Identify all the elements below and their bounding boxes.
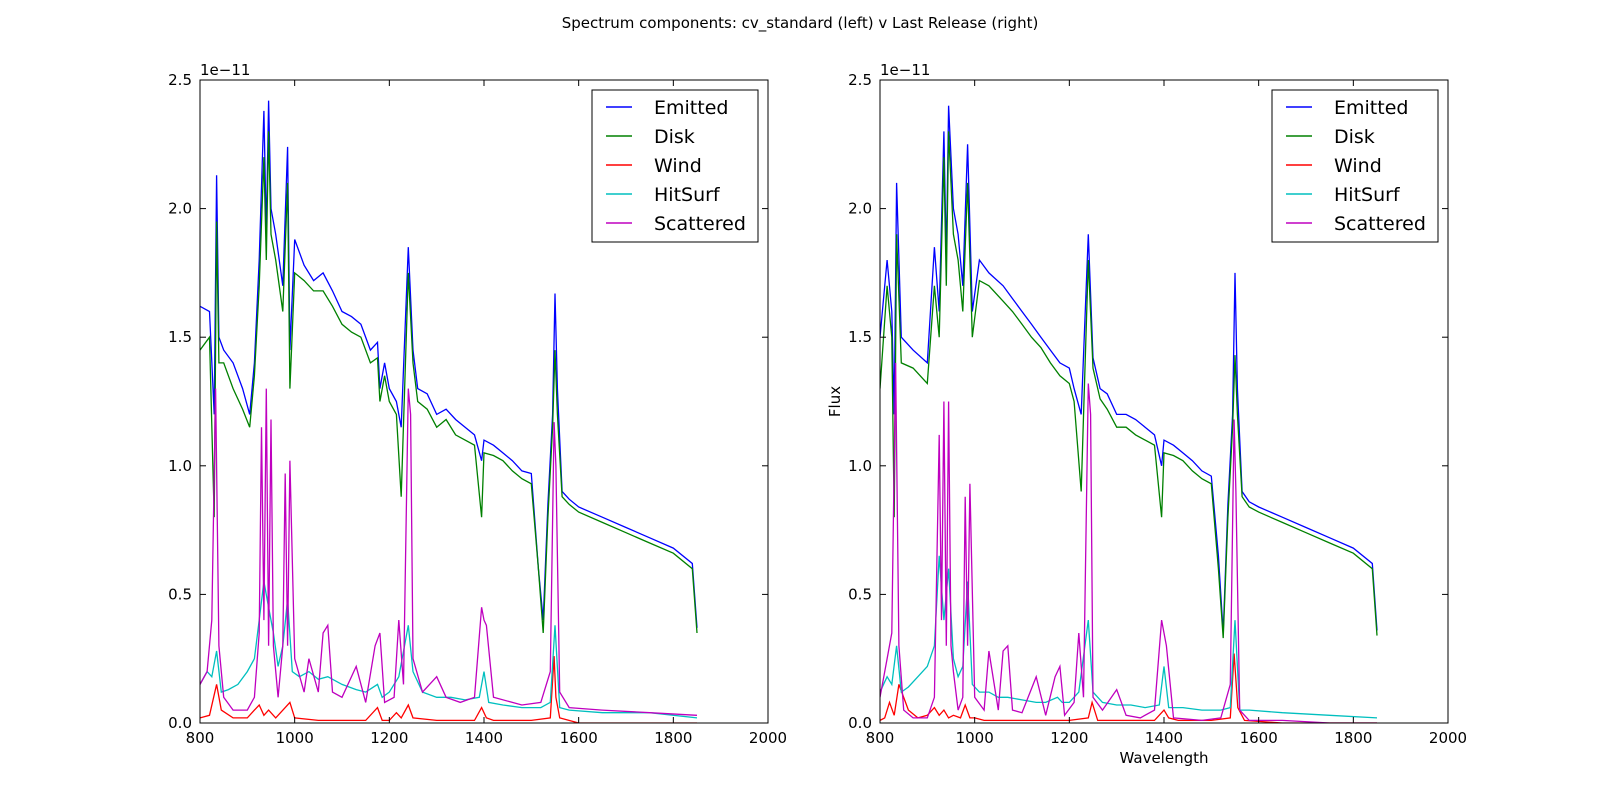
y-offset-label: 1e−11 <box>880 61 930 79</box>
x-tick-label: 1600 <box>1240 729 1278 747</box>
legend: Emitted Disk Wind HitSurf Scattered <box>1271 89 1439 243</box>
legend-label-hitsurf: HitSurf <box>654 184 721 206</box>
x-tick-label: 1400 <box>1145 729 1183 747</box>
y-tick-label: 0.5 <box>168 585 192 603</box>
series-line-disk <box>880 131 1378 639</box>
x-tick-label: 1800 <box>1334 729 1372 747</box>
x-tick-label: 2000 <box>1429 729 1467 747</box>
plot-area <box>880 105 1378 723</box>
series-line-emitted <box>880 105 1378 634</box>
right-panel: 800 1000 1200 1400 1600 1800 2000 0.0 0.5 1.0 1.5 2… <box>826 61 1467 767</box>
legend-label-hitsurf: HitSurf <box>1334 184 1401 206</box>
x-tick-label: 800 <box>866 729 895 747</box>
y-tick-label: 2.0 <box>168 200 192 218</box>
series-line-emitted <box>200 100 698 628</box>
legend-label-wind: Wind <box>1334 155 1382 177</box>
legend-label-disk: Disk <box>654 126 695 148</box>
series-line-hitsurf <box>200 581 698 719</box>
legend-label-scattered: Scattered <box>654 213 746 235</box>
x-tick-label: 1000 <box>276 729 314 747</box>
y-tick-label: 1.0 <box>848 457 872 475</box>
left-panel: 800 1000 1200 1400 1600 1800 2000 0.0 0.5 1.0 1.5 2… <box>168 61 787 747</box>
x-tick-label: 2000 <box>749 729 787 747</box>
y-tick-label: 2.5 <box>168 71 192 89</box>
x-tick-label: 800 <box>186 729 215 747</box>
y-offset-label: 1e−11 <box>200 61 250 79</box>
series-line-wind <box>880 653 1377 723</box>
x-tick-label: 1800 <box>654 729 692 747</box>
y-tick-label: 0.0 <box>848 714 872 732</box>
legend: Emitted Disk Wind HitSurf Scattered <box>591 89 759 243</box>
y-axis-label: Flux <box>826 386 844 417</box>
legend-label-emitted: Emitted <box>1334 97 1408 119</box>
legend-label-disk: Disk <box>1334 126 1375 148</box>
y-tick-label: 0.5 <box>848 585 872 603</box>
series-line-scattered <box>200 388 698 716</box>
x-axis-label: Wavelength <box>1120 749 1209 767</box>
y-tick-label: 1.5 <box>168 328 192 346</box>
series-line-hitsurf <box>880 555 1378 719</box>
legend-box <box>1271 89 1439 243</box>
legend-label-wind: Wind <box>654 155 702 177</box>
legend-label-emitted: Emitted <box>654 97 728 119</box>
y-tick-label: 2.0 <box>848 200 872 218</box>
x-tick-label: 1600 <box>560 729 598 747</box>
legend-box <box>591 89 759 243</box>
x-tick-label: 1200 <box>1050 729 1088 747</box>
y-tick-label: 1.0 <box>168 457 192 475</box>
legend-label-scattered: Scattered <box>1334 213 1426 235</box>
y-tick-label: 1.5 <box>848 328 872 346</box>
series-line-disk <box>200 131 698 634</box>
figure-title: Spectrum components: cv_standard (left) … <box>562 14 1039 33</box>
series-line-scattered <box>880 362 1377 723</box>
x-tick-label: 1000 <box>956 729 994 747</box>
y-tick-label: 2.5 <box>848 71 872 89</box>
x-tick-label: 1400 <box>465 729 503 747</box>
y-tick-label: 0.0 <box>168 714 192 732</box>
x-tick-label: 1200 <box>370 729 408 747</box>
